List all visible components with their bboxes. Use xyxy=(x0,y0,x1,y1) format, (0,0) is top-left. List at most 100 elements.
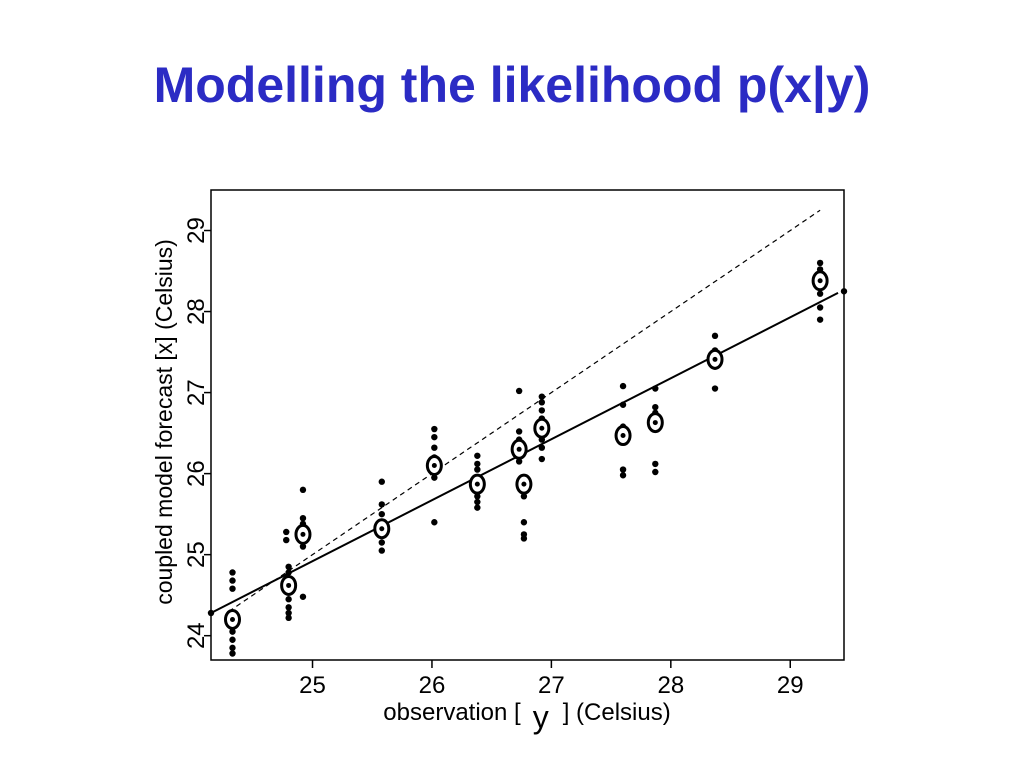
data-point xyxy=(652,460,659,468)
data-point xyxy=(840,288,848,295)
data-point xyxy=(652,468,659,476)
ensemble-mean-point xyxy=(652,420,658,426)
data-point xyxy=(229,636,236,643)
y-tick-label: 27 xyxy=(183,379,210,406)
ensemble-mean-point xyxy=(817,278,823,284)
y-tick-label: 25 xyxy=(183,541,210,568)
ensemble-mean-point xyxy=(431,463,437,469)
data-point xyxy=(652,403,659,411)
data-point xyxy=(378,478,385,485)
data-point xyxy=(652,385,659,392)
data-point xyxy=(299,486,307,494)
x-tick-label: 25 xyxy=(299,672,326,699)
data-point xyxy=(431,433,438,441)
data-point xyxy=(378,547,385,554)
data-point xyxy=(515,387,523,395)
data-point xyxy=(520,493,528,500)
data-point xyxy=(474,498,481,506)
data-point xyxy=(431,444,438,451)
data-point xyxy=(538,455,546,463)
data-point xyxy=(474,452,481,459)
ensemble-mean-point xyxy=(539,425,545,431)
data-point xyxy=(816,304,824,311)
ensemble-mean-point xyxy=(712,356,718,362)
data-point xyxy=(378,539,385,546)
ensemble-mean-point xyxy=(521,481,527,487)
ensemble-mean-point xyxy=(286,582,292,588)
data-point xyxy=(299,543,307,550)
data-point xyxy=(619,472,627,479)
data-point xyxy=(515,458,523,465)
data-point xyxy=(538,444,546,451)
reference-lines xyxy=(210,209,839,614)
data-point xyxy=(285,596,292,603)
data-point xyxy=(538,393,546,400)
y-axis-label: coupled model forecast [x] (Celsius) xyxy=(151,239,177,605)
data-point xyxy=(285,604,292,611)
x-tick-label: 26 xyxy=(419,672,446,699)
data-point xyxy=(474,466,481,473)
ensemble-points xyxy=(207,259,848,657)
data-point xyxy=(378,510,385,518)
y-tick-label: 28 xyxy=(183,298,210,325)
data-point xyxy=(285,569,292,576)
data-point xyxy=(711,385,719,392)
x-axis-ticks: 25 26 27 28 29 xyxy=(299,660,804,699)
data-point xyxy=(619,382,627,390)
x-axis-label-suffix: ] (Celsius) xyxy=(563,699,671,726)
data-point xyxy=(538,399,546,406)
data-point xyxy=(474,460,481,468)
data-point xyxy=(515,428,523,435)
data-point xyxy=(283,528,290,536)
y-axis-ticks: 24 25 26 27 28 29 xyxy=(183,217,211,649)
data-point xyxy=(520,519,528,526)
x-tick-label: 27 xyxy=(538,672,565,699)
ensemble-means xyxy=(223,270,829,630)
data-point xyxy=(299,514,307,522)
data-point xyxy=(816,259,824,267)
data-point xyxy=(431,519,438,526)
data-point xyxy=(474,504,481,511)
data-point xyxy=(378,501,385,508)
data-point xyxy=(229,644,236,652)
x-tick-label: 29 xyxy=(777,672,804,699)
ensemble-mean-point xyxy=(474,481,480,487)
data-point xyxy=(816,290,824,297)
x-axis-label: observation [ y ] (Celsius) xyxy=(383,699,670,735)
ensemble-mean-point xyxy=(300,531,306,537)
data-point xyxy=(285,563,292,571)
data-point xyxy=(229,569,236,576)
slide-title: Modelling the likelihood p(x|y) xyxy=(153,57,871,113)
data-point xyxy=(285,609,292,617)
data-point xyxy=(299,593,307,600)
y-tick-label: 29 xyxy=(183,217,210,244)
ensemble-mean-point xyxy=(516,446,522,452)
data-point xyxy=(229,585,236,592)
data-point xyxy=(711,332,719,340)
data-point xyxy=(816,316,824,323)
data-point xyxy=(283,536,290,544)
data-point xyxy=(431,474,438,481)
plot-frame xyxy=(210,189,845,661)
ensemble-mean-point xyxy=(379,526,385,532)
data-point xyxy=(229,628,236,635)
x-axis-label-prefix: observation [ xyxy=(383,699,521,726)
data-point xyxy=(474,493,481,500)
data-point xyxy=(431,425,438,433)
y-tick-label: 24 xyxy=(183,622,210,649)
ensemble-mean-point xyxy=(229,616,235,622)
y-tick-label: 26 xyxy=(183,460,210,487)
x-axis-label-variable: y xyxy=(533,699,549,735)
data-point xyxy=(229,650,236,657)
identity-line xyxy=(228,209,821,612)
data-point xyxy=(207,609,215,617)
data-point xyxy=(285,614,292,622)
data-point xyxy=(520,535,528,542)
data-point xyxy=(229,577,236,584)
data-point xyxy=(538,407,546,414)
data-point xyxy=(619,401,627,408)
x-tick-label: 28 xyxy=(657,672,684,699)
ensemble-mean-point xyxy=(620,433,626,439)
data-point xyxy=(619,466,627,473)
